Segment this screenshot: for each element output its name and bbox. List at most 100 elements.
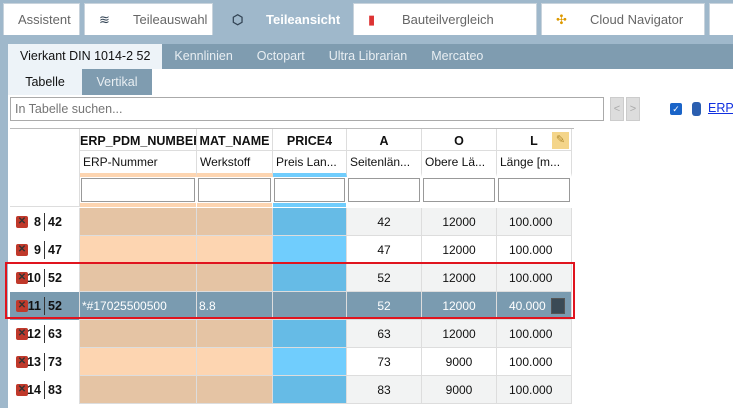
database-icon	[692, 102, 701, 116]
table-cell[interactable]: 12000	[422, 208, 497, 236]
row-header[interactable]: ✕ 9 47	[10, 236, 80, 264]
table-cell[interactable]	[273, 348, 347, 376]
table-cell[interactable]: 100.000	[497, 348, 572, 376]
tab-assistent[interactable]: Assistent	[3, 3, 80, 35]
table-cell[interactable]: 9000	[422, 348, 497, 376]
subtab-4[interactable]: Mercateo	[431, 49, 484, 63]
table-cell[interactable]	[197, 320, 273, 348]
table-cell[interactable]	[197, 376, 273, 404]
table-cell[interactable]	[80, 320, 197, 348]
table-cell[interactable]	[273, 292, 347, 320]
column-filter-input[interactable]	[348, 178, 420, 202]
row-id: 47	[48, 243, 62, 257]
row-header[interactable]: ✕ 10 52	[10, 264, 80, 292]
tab-cloud-navigator[interactable]: ✣ Cloud Navigator	[541, 3, 705, 35]
table-cell[interactable]: 52	[347, 292, 422, 320]
table-cell[interactable]: 100.000	[497, 264, 572, 292]
table-cell[interactable]	[273, 376, 347, 404]
table-cell[interactable]	[197, 264, 273, 292]
table-cell[interactable]: 83	[347, 376, 422, 404]
subtab-2[interactable]: Octopart	[256, 49, 305, 63]
subtab-0[interactable]: Vierkant DIN 1014-2 52	[8, 44, 163, 69]
erp-link[interactable]: ERP-	[708, 101, 733, 115]
column-key-header[interactable]: A	[347, 129, 422, 151]
prev-button[interactable]: <	[610, 97, 624, 121]
tab-teileansicht[interactable]: ⬡ Teileansicht	[217, 3, 349, 35]
column-label-header[interactable]: Länge [m...	[497, 151, 572, 177]
delete-row-icon[interactable]: ✕	[16, 216, 28, 228]
delete-row-icon[interactable]: ✕	[16, 272, 28, 284]
table-cell[interactable]	[197, 348, 273, 376]
delete-row-icon[interactable]: ✕	[16, 328, 28, 340]
network-icon: ✣	[556, 11, 567, 27]
table-cell[interactable]: 100.000	[497, 376, 572, 404]
tab-more[interactable]	[709, 3, 733, 35]
column-key-header[interactable]: PRICE4	[273, 129, 347, 151]
subtab-1[interactable]: Kennlinien	[174, 49, 233, 63]
row-index: 9	[34, 241, 45, 259]
column-filter-input[interactable]	[81, 178, 195, 202]
delete-row-icon[interactable]: ✕	[16, 244, 28, 256]
table-search-input[interactable]	[10, 97, 604, 121]
view-tab-vertikal[interactable]: Vertikal	[82, 69, 152, 95]
table-cell[interactable]: 42	[347, 208, 422, 236]
table-cell[interactable]	[80, 236, 197, 264]
row-header[interactable]: ✕ 11 52	[10, 292, 80, 320]
column-key-header[interactable]: L	[497, 129, 572, 151]
table-cell[interactable]: 47	[347, 236, 422, 264]
delete-row-icon[interactable]: ✕	[16, 300, 28, 312]
column-key-header[interactable]: ERP_PDM_NUMBER	[80, 129, 197, 151]
column-filter-input[interactable]	[423, 178, 495, 202]
column-label-header[interactable]: Obere Lä...	[422, 151, 497, 177]
erp-checkbox[interactable]: ✓	[670, 103, 682, 115]
table-cell[interactable]	[80, 376, 197, 404]
column-label-header[interactable]: Preis Lan...	[273, 151, 347, 177]
table-cell[interactable]	[273, 320, 347, 348]
column-filter-input[interactable]	[198, 178, 271, 202]
edit-pencil-icon[interactable]: ✎	[552, 132, 569, 149]
row-header[interactable]: ✕ 14 83	[10, 376, 80, 404]
table-cell[interactable]: 8.8	[197, 292, 273, 320]
column-key-header[interactable]: MAT_NAME	[197, 129, 273, 151]
table-cell[interactable]: 12000	[422, 236, 497, 264]
column-label-header[interactable]: ERP-Nummer	[80, 151, 197, 177]
table-cell[interactable]	[80, 208, 197, 236]
delete-row-icon[interactable]: ✕	[16, 356, 28, 368]
row-id: 63	[48, 327, 62, 341]
table-cell[interactable]: 12000	[422, 292, 497, 320]
table-cell[interactable]	[273, 208, 347, 236]
column-key-header[interactable]: O	[422, 129, 497, 151]
tab-teileauswahl[interactable]: ≋ Teileauswahl	[84, 3, 213, 35]
table-cell[interactable]: *#17025500500	[80, 292, 197, 320]
table-cell[interactable]	[273, 236, 347, 264]
table-cell[interactable]	[273, 264, 347, 292]
column-filter-input[interactable]	[498, 178, 570, 202]
table-cell[interactable]	[197, 208, 273, 236]
column-label-header[interactable]: Seitenlän...	[347, 151, 422, 177]
table-cell[interactable]	[80, 264, 197, 292]
tab-label: Assistent	[18, 12, 71, 27]
color-strip	[497, 203, 571, 207]
row-header[interactable]: ✕ 13 73	[10, 348, 80, 376]
tab-bauteilvergleich[interactable]: ▮ Bauteilvergleich	[353, 3, 537, 35]
subtab-3[interactable]: Ultra Librarian	[328, 49, 408, 63]
table-cell[interactable]: 40.000	[497, 292, 572, 320]
table-cell[interactable]: 100.000	[497, 320, 572, 348]
table-cell[interactable]: 100.000	[497, 236, 572, 264]
table-cell[interactable]	[197, 236, 273, 264]
row-header[interactable]: ✕ 12 63	[10, 320, 80, 348]
table-cell[interactable]: 100.000	[497, 208, 572, 236]
table-cell[interactable]	[80, 348, 197, 376]
view-tab-tabelle[interactable]: Tabelle	[8, 69, 82, 95]
table-cell[interactable]: 73	[347, 348, 422, 376]
column-label-header[interactable]: Werkstoff	[197, 151, 273, 177]
delete-row-icon[interactable]: ✕	[16, 384, 28, 396]
table-cell[interactable]: 12000	[422, 320, 497, 348]
table-cell[interactable]: 63	[347, 320, 422, 348]
table-cell[interactable]: 52	[347, 264, 422, 292]
table-cell[interactable]: 12000	[422, 264, 497, 292]
next-button[interactable]: >	[626, 97, 640, 121]
table-cell[interactable]: 9000	[422, 376, 497, 404]
row-header[interactable]: ✕ 8 42	[10, 208, 80, 236]
column-filter-input[interactable]	[274, 178, 345, 202]
